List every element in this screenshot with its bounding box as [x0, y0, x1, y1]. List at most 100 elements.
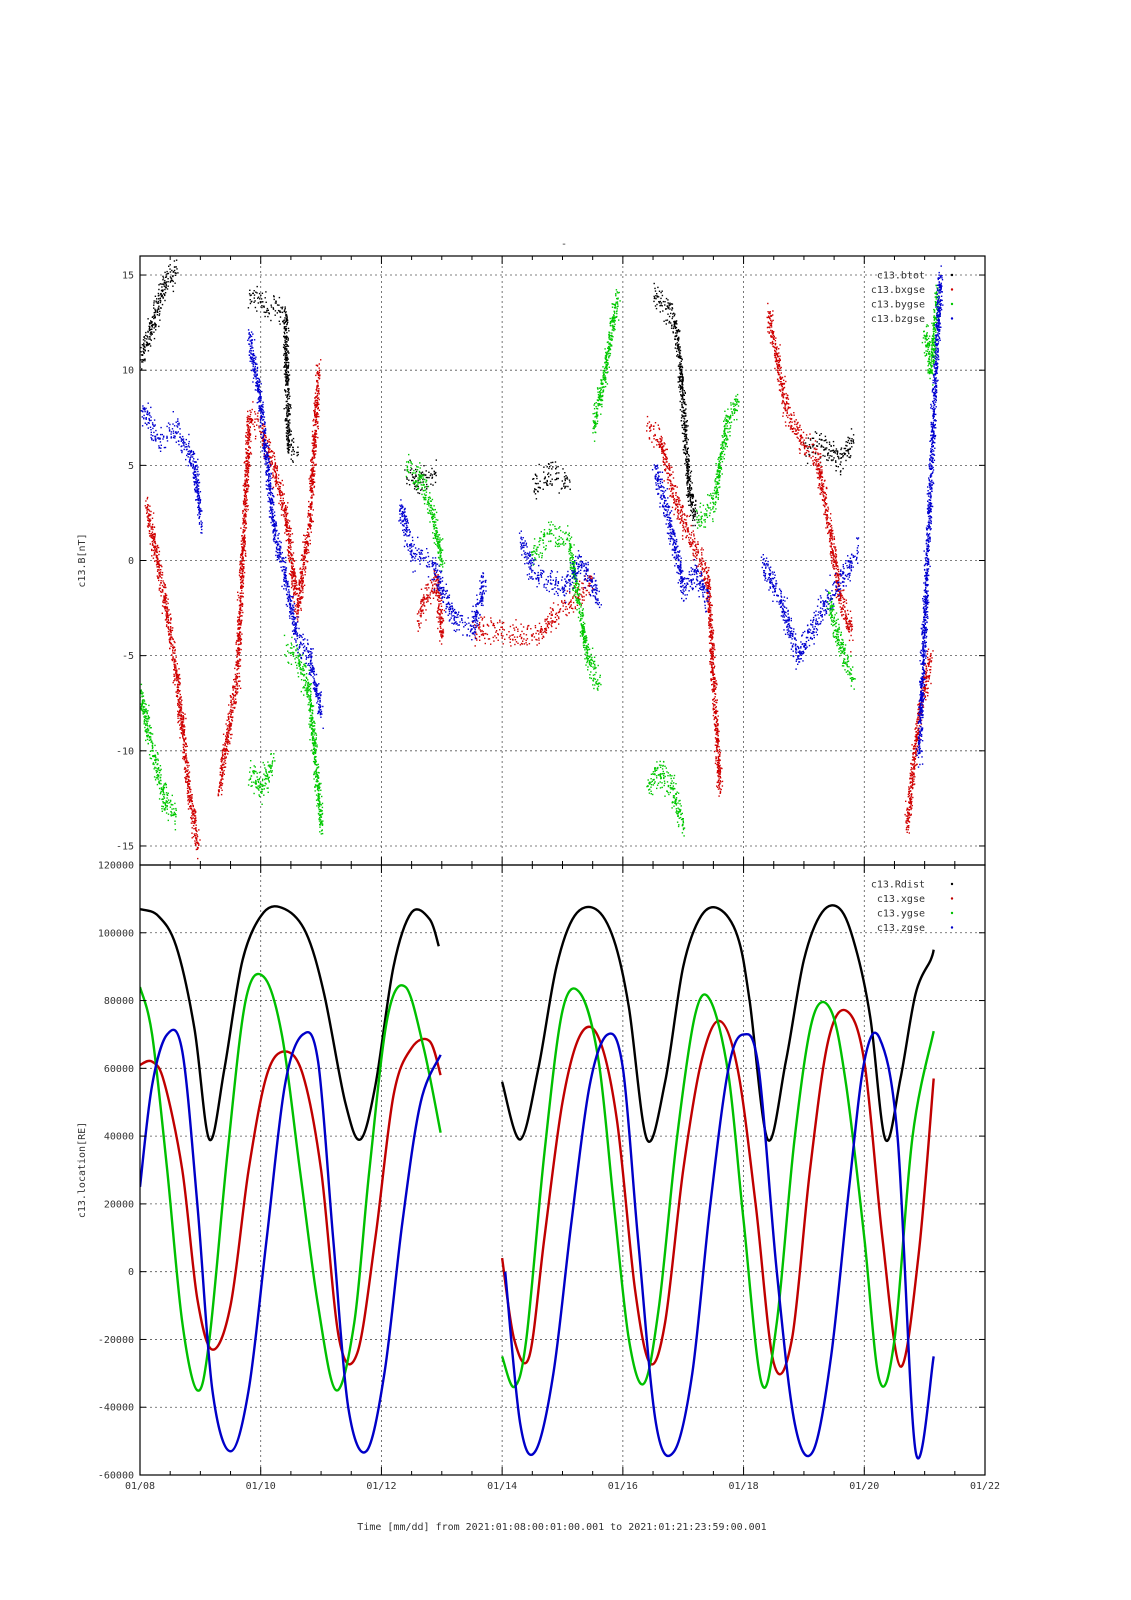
data-point	[522, 626, 525, 628]
data-point	[157, 576, 159, 578]
data-point	[188, 783, 191, 785]
data-point	[570, 600, 572, 603]
data-point	[439, 631, 441, 633]
data-point	[282, 484, 284, 486]
data-point	[185, 759, 188, 761]
data-point	[830, 459, 833, 461]
data-point	[248, 420, 250, 422]
data-point	[248, 430, 251, 432]
data-point	[179, 706, 182, 708]
data-point	[195, 827, 197, 829]
data-point	[244, 541, 246, 543]
data-point	[177, 689, 179, 691]
data-point	[307, 544, 309, 547]
data-point	[551, 478, 553, 480]
data-point	[291, 541, 293, 544]
data-point	[680, 394, 682, 396]
data-point	[685, 453, 687, 456]
data-point	[187, 808, 190, 810]
data-point	[184, 757, 186, 759]
data-point	[686, 452, 688, 454]
data-point	[436, 599, 439, 601]
data-point	[275, 302, 277, 304]
data-point	[279, 482, 282, 484]
data-point	[230, 711, 232, 714]
data-point	[296, 454, 298, 457]
data-point	[143, 348, 145, 351]
data-point	[225, 739, 227, 741]
data-point	[278, 502, 280, 505]
data-point	[181, 732, 183, 735]
data-point	[156, 575, 158, 577]
data-point	[169, 637, 171, 639]
data-point	[312, 481, 314, 484]
data-point	[275, 480, 277, 483]
data-point	[175, 674, 178, 676]
data-point	[151, 531, 154, 533]
data-point	[220, 765, 222, 767]
data-point	[193, 828, 195, 830]
data-point	[686, 437, 688, 439]
data-point	[183, 748, 185, 750]
data-point	[572, 596, 574, 598]
data-point	[425, 476, 428, 479]
data-point	[163, 606, 165, 608]
data-point	[675, 500, 678, 503]
data-point	[297, 606, 300, 609]
data-point	[161, 283, 163, 285]
data-point	[184, 771, 186, 773]
data-point	[279, 500, 281, 502]
data-point	[690, 502, 692, 504]
data-point	[243, 489, 245, 491]
data-point	[232, 709, 234, 712]
data-point	[146, 345, 148, 347]
data-point	[179, 737, 181, 739]
data-point	[240, 586, 242, 588]
data-point	[687, 476, 689, 479]
data-point	[262, 431, 265, 434]
data-point	[554, 479, 556, 481]
data-point	[679, 379, 681, 381]
data-point	[239, 687, 242, 689]
data-point	[691, 497, 694, 500]
data-point	[832, 449, 834, 452]
data-point	[246, 455, 248, 458]
data-point	[227, 736, 230, 738]
data-point	[230, 699, 232, 702]
data-point	[154, 548, 156, 550]
data-point	[545, 628, 547, 630]
data-point	[288, 407, 291, 410]
data-point	[311, 506, 313, 508]
data-point	[239, 652, 241, 654]
data-point	[681, 426, 684, 429]
data-point	[492, 636, 494, 639]
data-point	[674, 322, 676, 324]
data-point	[178, 697, 181, 700]
data-point	[288, 439, 290, 441]
data-point	[657, 424, 659, 426]
data-point	[249, 451, 252, 454]
data-point	[240, 540, 243, 542]
data-point	[248, 422, 250, 424]
data-point	[244, 480, 246, 482]
data-point	[288, 446, 290, 448]
data-point	[167, 615, 169, 617]
data-point	[243, 497, 246, 500]
data-point	[307, 535, 309, 537]
data-point	[542, 631, 544, 634]
data-point	[245, 508, 247, 510]
data-point	[681, 432, 684, 434]
data-point	[237, 648, 240, 651]
data-point	[312, 444, 315, 447]
data-point	[315, 416, 317, 418]
data-point	[142, 347, 145, 349]
data-point	[828, 441, 831, 443]
data-point	[225, 747, 228, 750]
data-point	[262, 305, 265, 307]
data-point	[679, 367, 681, 369]
data-point	[668, 479, 670, 481]
data-point	[230, 723, 232, 726]
data-point	[187, 803, 190, 805]
data-point	[819, 457, 822, 459]
data-point	[151, 324, 153, 327]
